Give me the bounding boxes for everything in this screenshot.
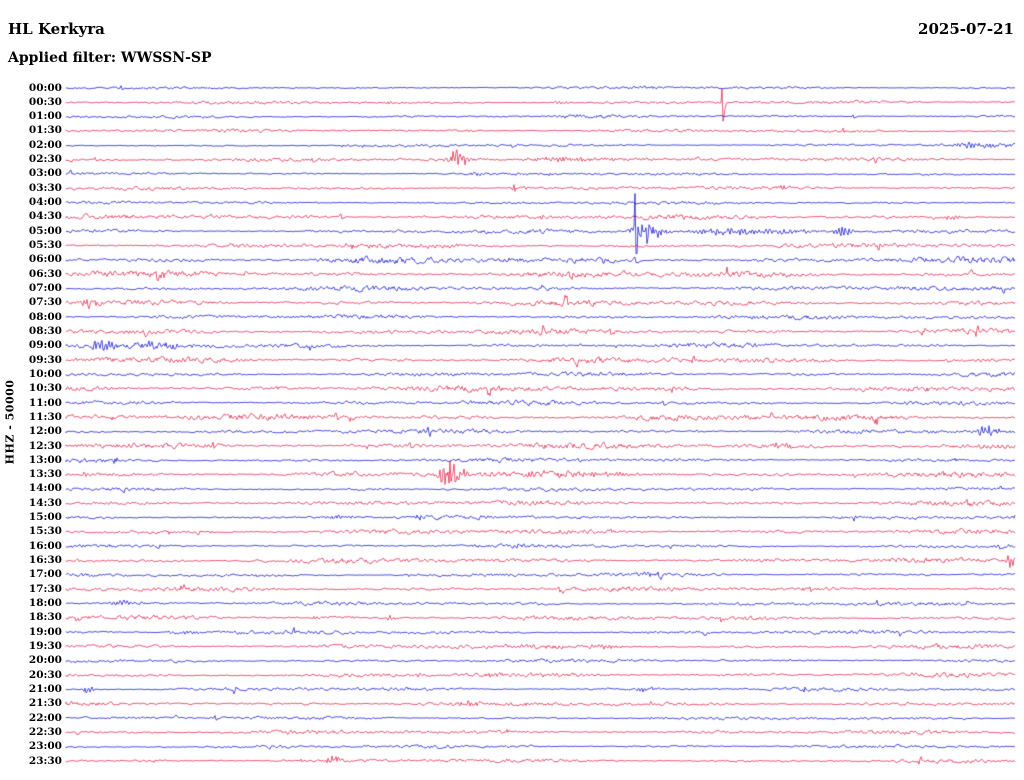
- helicorder-page: HL Kerkyra 2025-07-21 Applied filter: WW…: [0, 0, 1024, 780]
- seismogram-canvas: [0, 0, 1024, 780]
